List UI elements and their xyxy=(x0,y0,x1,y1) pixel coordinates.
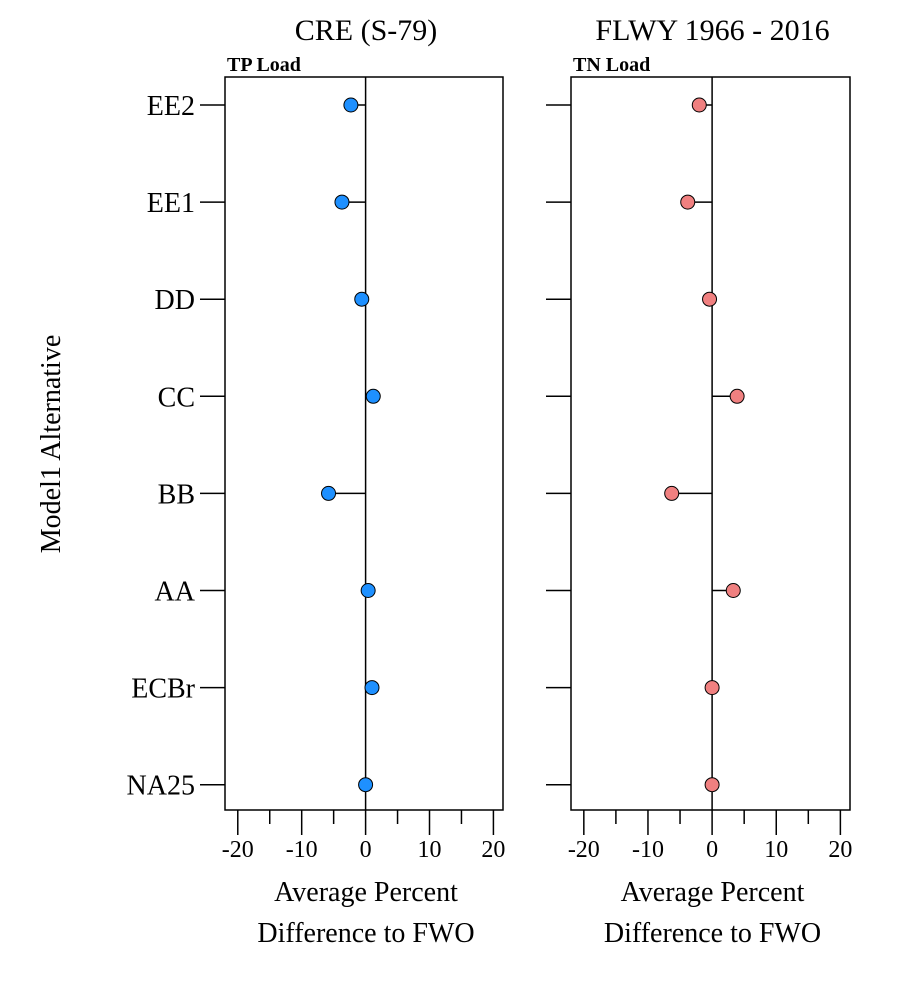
data-point xyxy=(358,777,374,793)
category-label: AA xyxy=(155,577,196,608)
x-tick-label: 0 xyxy=(360,837,372,863)
category-label: CC xyxy=(158,382,195,413)
panel-1: CRE (S-79) TP Load EE2 EE1 DD CC BB AA ECBr NA25 -… xyxy=(127,14,506,949)
x-tick-label: -10 xyxy=(286,837,318,863)
category-label: BB xyxy=(158,479,195,510)
panel-title: CRE (S-79) xyxy=(295,14,438,47)
x-tick-label: -10 xyxy=(632,837,664,863)
category-label: DD xyxy=(155,285,195,316)
x-axis-label-line: Difference to FWO xyxy=(604,918,821,949)
x-tick-label: -20 xyxy=(568,837,600,863)
panel-subtitle: TN Load xyxy=(573,54,650,76)
data-point xyxy=(364,680,380,696)
data-point xyxy=(343,97,359,113)
data-point xyxy=(664,485,680,501)
data-point xyxy=(691,97,707,113)
x-tick-label: 10 xyxy=(418,837,442,863)
panel-subtitle: TP Load xyxy=(227,54,301,76)
data-point xyxy=(365,388,381,404)
x-tick-label: 0 xyxy=(706,837,718,863)
x-axis-label-line: Average Percent xyxy=(274,877,458,908)
data-point xyxy=(680,194,696,210)
x-tick-label: 10 xyxy=(764,837,788,863)
category-label: EE1 xyxy=(147,188,195,219)
data-point xyxy=(334,194,350,210)
data-point xyxy=(725,583,741,598)
x-tick-label: 20 xyxy=(481,837,505,863)
panel-2: FLWY 1966 - 2016 TN Load -20 -10 0 10 20 Averag… xyxy=(546,14,852,949)
data-point xyxy=(704,680,720,696)
data-point xyxy=(354,291,370,307)
panel-title: FLWY 1966 - 2016 xyxy=(595,14,829,47)
x-tick-label: 20 xyxy=(828,837,852,863)
category-label: ECBr xyxy=(131,674,195,705)
plot-frame xyxy=(570,76,851,811)
data-point xyxy=(729,388,745,404)
data-point xyxy=(704,777,720,793)
data-point xyxy=(321,485,337,501)
y-axis-label: Model1 Alternative xyxy=(36,335,67,554)
data-point xyxy=(702,291,718,307)
category-label: EE2 xyxy=(147,91,195,122)
data-point xyxy=(360,583,376,598)
x-axis-label-line: Difference to FWO xyxy=(257,918,474,949)
x-tick-label: -20 xyxy=(222,837,254,863)
category-label: NA25 xyxy=(127,771,195,802)
plot-frame xyxy=(224,76,504,811)
x-axis-label-line: Average Percent xyxy=(621,877,805,908)
